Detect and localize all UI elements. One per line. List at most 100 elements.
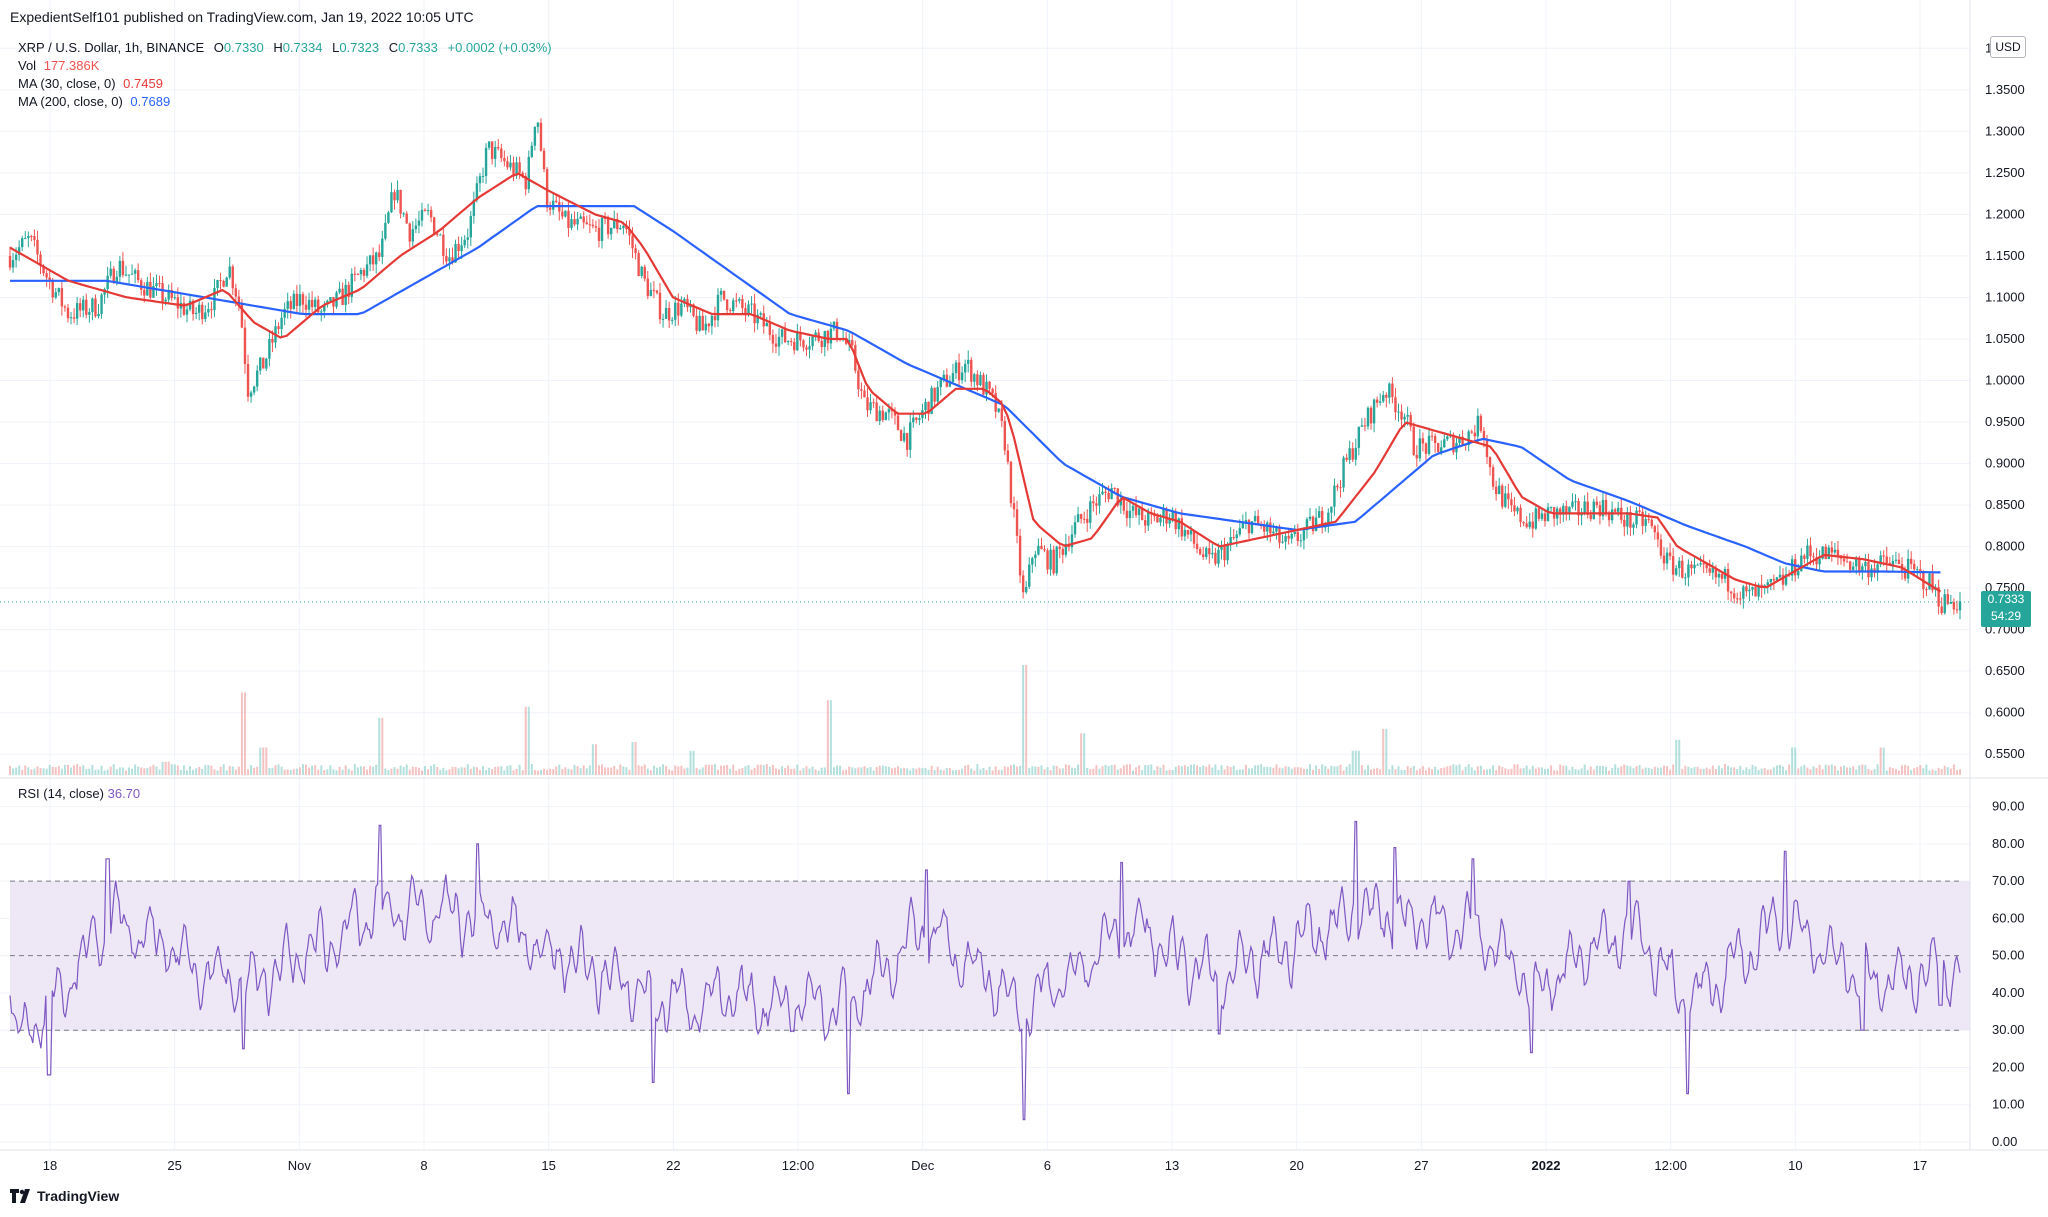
symbol-legend[interactable]: XRP / U.S. Dollar, 1h, BINANCE O0.7330 H…	[18, 40, 552, 55]
volume-bar	[457, 768, 460, 775]
candle-body	[484, 147, 488, 177]
volume-bar	[1662, 765, 1665, 775]
time-tick-label: 27	[1414, 1158, 1428, 1173]
volume-legend[interactable]: Vol 177.386K	[18, 58, 99, 73]
brand-name: TradingView	[37, 1188, 120, 1204]
candle-body	[652, 290, 656, 292]
candle-body	[664, 308, 668, 319]
candle-body	[1681, 560, 1684, 578]
volume-bar	[1217, 769, 1220, 775]
ma30-label: MA (30, close, 0)	[18, 76, 116, 91]
volume-bar	[158, 769, 161, 775]
volume-bar	[128, 767, 131, 775]
volume-bar	[921, 768, 924, 775]
candle-body	[408, 223, 411, 242]
volume-bar	[533, 769, 536, 775]
candle-body	[1168, 519, 1171, 524]
volume-bar	[85, 769, 88, 775]
candle-body	[494, 147, 497, 159]
volume-bar	[207, 764, 210, 775]
candle-body	[1696, 564, 1699, 566]
currency-button[interactable]: USD	[1990, 36, 2026, 58]
volume-bar	[994, 766, 997, 775]
candle-body	[1803, 555, 1806, 559]
volume-bar	[1489, 768, 1492, 775]
candle-body	[149, 281, 152, 298]
candle-body	[661, 318, 665, 320]
ma30-legend[interactable]: MA (30, close, 0) 0.7459	[18, 76, 163, 91]
time-tick-label: Dec	[911, 1158, 935, 1173]
volume-bar	[1251, 768, 1254, 775]
candle-body	[219, 280, 222, 282]
volume-bar	[741, 768, 744, 775]
volume-bar	[210, 765, 213, 775]
candle-body	[1583, 501, 1586, 515]
volume-bar	[1498, 765, 1501, 775]
volume-bar	[594, 744, 597, 775]
volume-bar	[1055, 765, 1058, 775]
volume-bar	[1812, 766, 1815, 775]
candle-body	[1113, 487, 1116, 489]
volume-bar	[265, 747, 268, 775]
volume-bar	[1531, 765, 1534, 775]
candle-body	[1940, 606, 1943, 614]
volume-bar	[1501, 766, 1504, 775]
candle-body	[878, 410, 881, 422]
candle-body	[1076, 514, 1080, 523]
volume-bar	[283, 769, 286, 775]
volume-bar	[1281, 768, 1284, 775]
ma200-legend[interactable]: MA (200, close, 0) 0.7689	[18, 94, 170, 109]
price-tick-label: 0.9000	[1985, 456, 2025, 471]
candle-body	[640, 266, 643, 277]
candle-body	[1327, 512, 1330, 526]
candle-body	[1342, 457, 1345, 488]
candle-body	[11, 260, 15, 268]
volume-bar	[1885, 770, 1888, 775]
volume-bar	[234, 769, 237, 775]
time-tick-label: 17	[1913, 1158, 1927, 1173]
candle-body	[1705, 564, 1708, 569]
candle-body	[94, 298, 97, 317]
candle-body	[1156, 516, 1159, 523]
candle-body	[796, 331, 799, 351]
candle-body	[936, 387, 939, 402]
volume-bar	[1650, 768, 1653, 775]
tradingview-logo[interactable]: TradingView	[10, 1188, 119, 1204]
candle-body	[820, 340, 823, 347]
candle-body	[1519, 507, 1522, 522]
volume-bar	[997, 769, 1000, 775]
volume-bar	[762, 765, 765, 775]
candle-body	[1339, 487, 1342, 489]
volume-bar	[1238, 769, 1241, 775]
candle-body	[48, 277, 51, 281]
volume-bar	[1919, 765, 1922, 775]
volume-bar	[1745, 767, 1748, 775]
volume-bar	[1901, 765, 1904, 775]
candle-body	[1144, 520, 1147, 526]
candle-body	[515, 162, 518, 176]
candle-body	[634, 248, 637, 254]
volume-bar	[60, 768, 63, 775]
volume-bar	[1711, 765, 1714, 775]
volume-bar	[848, 766, 851, 775]
candle-body	[1229, 537, 1232, 546]
volume-bar	[1562, 765, 1565, 775]
candle-body	[884, 412, 888, 421]
volume-bar	[454, 767, 457, 775]
candle-body	[719, 290, 723, 295]
candle-body	[902, 433, 906, 441]
candle-body	[866, 397, 869, 411]
candle-body	[152, 285, 155, 298]
volume-bar	[552, 769, 555, 775]
candle-body	[1034, 554, 1037, 559]
candle-body	[1958, 601, 1962, 611]
volume-bar	[424, 766, 427, 775]
candle-body	[1247, 520, 1251, 534]
volume-bar	[573, 764, 576, 775]
volume-bar	[546, 770, 549, 775]
volume-bar	[622, 766, 625, 775]
volume-bar	[356, 767, 359, 775]
volume-bar	[1571, 766, 1574, 775]
rsi-legend[interactable]: RSI (14, close) 36.70	[18, 786, 140, 801]
